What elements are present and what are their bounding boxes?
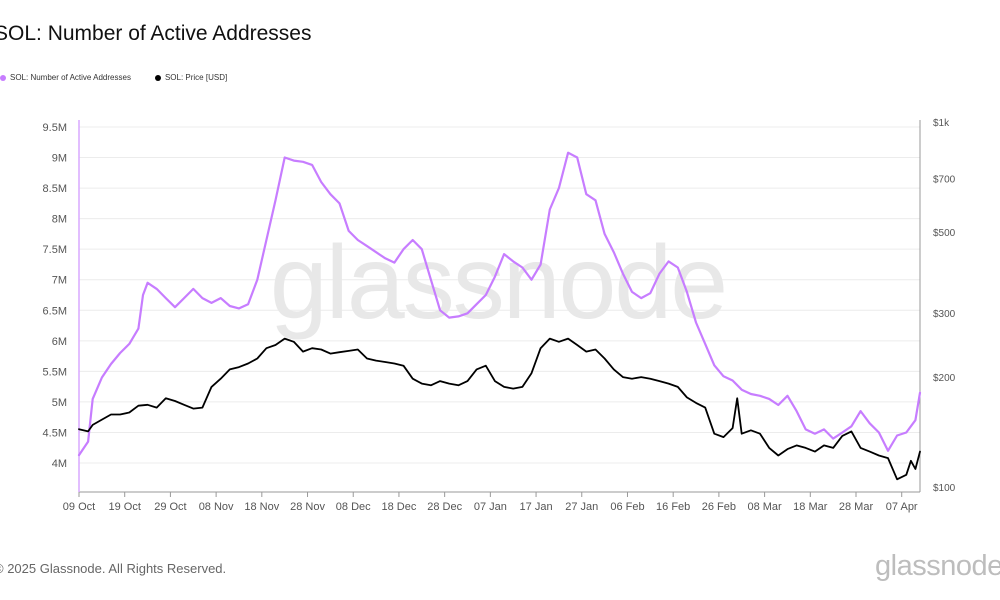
y-left-tick-label: 8M [52,214,67,226]
y-right-tick-label: $700 [933,175,956,186]
y-left-tick-label: 7.5M [43,244,67,256]
x-tick-label: 18 Dec [382,501,417,513]
x-tick-label: 28 Nov [290,501,325,513]
tick-labels: 4M 4.5M 5M 5.5M 6M 6.5M 7M 7.5M 8M 8.5M 9M 9.5M $100… [43,118,956,513]
chart-legend: SOL: Number of Active Addresses SOL: Pri… [0,73,227,82]
y-left-tick-label: 7M [52,275,67,287]
watermark: glassnode [270,225,726,341]
y-left-tick-label: 4M [52,458,67,470]
glassnode-logo: glassnode [875,550,1000,582]
x-tick-label: 28 Mar [839,501,874,513]
y-left-tick-label: 8.5M [43,183,67,195]
x-tick-label: 19 Oct [109,501,141,513]
x-tick-label: 08 Nov [199,501,234,513]
x-tick-label: 18 Nov [244,501,279,513]
series-lines [77,151,922,481]
y-left-tick-label: 5.5M [43,366,67,378]
x-tick-label: 06 Feb [610,501,644,513]
x-tick-label: 18 Mar [793,501,828,513]
y-right-tick-label: $100 [933,483,956,494]
x-tick-label: 17 Jan [520,501,553,513]
y-left-tick-label: 6M [52,336,67,348]
legend-label-active-addresses: SOL: Number of Active Addresses [10,73,131,82]
legend-item-active-addresses[interactable]: SOL: Number of Active Addresses [0,73,131,82]
copyright-footer: © 2025 Glassnode. All Rights Reserved. [0,561,227,576]
y-right-tick-label: $200 [933,373,956,384]
x-tick-label: 27 Jan [565,501,598,513]
x-tick-label: 26 Feb [702,501,736,513]
x-tick-label: 08 Mar [747,501,782,513]
x-tick-label: 16 Feb [656,501,690,513]
legend-item-price[interactable]: SOL: Price [USD] [154,73,228,82]
x-tick-label: 28 Dec [427,501,462,513]
grid-lines [79,126,920,464]
y-left-tick-label: 6.5M [43,305,67,317]
y-right-tick-label: $500 [933,228,956,239]
y-left-tick-label: 5M [52,397,67,409]
series-line-price[interactable] [78,337,921,481]
legend-swatch-price [154,74,161,81]
y-left-tick-label: 9.5M [43,122,67,134]
legend-label-price: SOL: Price [USD] [164,73,228,82]
series-line-active-addresses[interactable] [77,151,922,457]
y-left-tick-label: 4.5M [43,427,67,439]
x-tick-label: 09 Oct [63,501,95,513]
x-tick-label: 29 Oct [154,501,186,513]
y-right-tick-label: $1k [933,118,950,129]
x-tick-label: 07 Apr [886,501,918,513]
chart-title: SOL: Number of Active Addresses [0,22,312,45]
legend-swatch-active-addresses [0,74,6,81]
y-left-tick-label: 9M [52,153,67,165]
y-right-tick-label: $300 [933,309,956,320]
x-tick-label: 07 Jan [474,501,507,513]
x-tick-label: 08 Dec [336,501,371,513]
